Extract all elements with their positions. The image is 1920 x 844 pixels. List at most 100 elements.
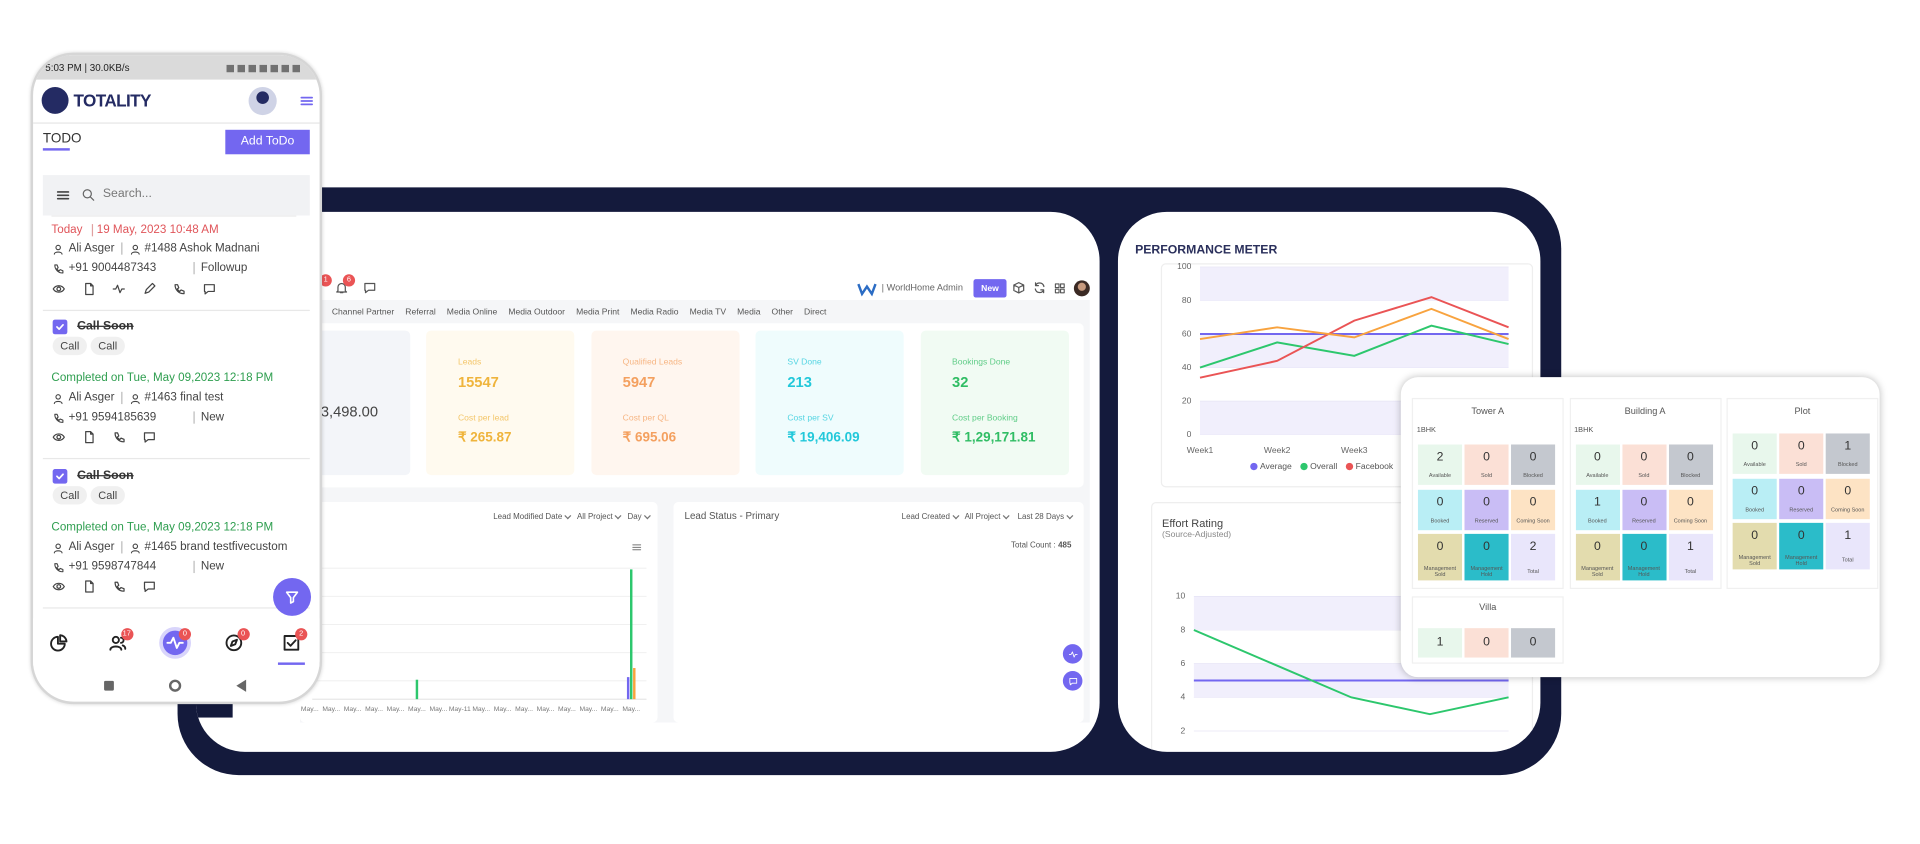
floating-button[interactable]: [1062, 644, 1083, 664]
add-todo-button[interactable]: Add ToDo: [225, 129, 310, 155]
kpi-value: 5947: [622, 373, 656, 391]
source-tab[interactable]: Media: [737, 307, 761, 317]
series-line: [1199, 307, 1509, 341]
x-tick-label: May-11: [449, 706, 471, 713]
cell-value: 0: [1529, 635, 1537, 649]
source-tab[interactable]: Media Outdoor: [508, 307, 566, 317]
kpi-cost: ₹ 19,406.09: [787, 430, 860, 446]
user-avatar: [248, 86, 277, 116]
source-tab[interactable]: Media Online: [446, 307, 498, 317]
filter-dropdown[interactable]: Lead Modified Date: [493, 512, 572, 521]
tower-group: [1726, 397, 1879, 589]
source-tab[interactable]: Referral: [405, 307, 436, 317]
todo-tag-text: Call: [60, 488, 80, 501]
cell-label: Management Hold: [1627, 565, 1660, 577]
todo-tag-text: Call: [98, 488, 118, 501]
unit-type: 1BHK: [1416, 427, 1436, 435]
phone-icon[interactable]: [113, 431, 125, 443]
people-icon[interactable]: [108, 634, 126, 651]
performance-title: PERFORMANCE METER: [1135, 243, 1278, 258]
badge-text: 1: [323, 276, 328, 285]
cell-label: Available: [1586, 472, 1609, 479]
kpi-cost: ₹ 265.87: [457, 430, 512, 446]
separator: [91, 224, 94, 237]
x-tick-label: May...: [301, 706, 319, 713]
cell-label: Total: [1841, 556, 1854, 563]
source-tab[interactable]: Direct: [804, 307, 827, 317]
tab-underline: [42, 148, 70, 151]
pulse-icon-path: [112, 284, 125, 294]
filter-dropdown[interactable]: Last 28 Days: [1017, 512, 1074, 522]
filter-row: Lead Created All Project: [902, 511, 1010, 523]
cell-label: Management Sold: [1581, 565, 1614, 577]
tower-name: Building A: [1624, 405, 1666, 417]
cell-value: 0: [1797, 484, 1805, 499]
eye-icon[interactable]: [52, 283, 65, 295]
separator: [193, 411, 195, 424]
todo-phone: +91 9598747844: [68, 559, 157, 574]
todo-checkbox[interactable]: [52, 468, 68, 484]
pen-icon-path: [143, 282, 155, 294]
todo-user: Ali Asger: [68, 390, 115, 405]
phone-icon-path: [53, 562, 63, 572]
pulse-icon[interactable]: [166, 634, 184, 651]
chat-icon: [364, 282, 376, 294]
doc-icon[interactable]: [83, 431, 95, 444]
filter-dropdown[interactable]: All Project: [577, 512, 623, 521]
cell-label: Management Sold: [1423, 565, 1457, 577]
todo-checkbox[interactable]: [52, 319, 68, 335]
legend-label: Average: [1260, 461, 1292, 471]
doc-icon[interactable]: [83, 282, 95, 296]
tower-group: [1569, 397, 1722, 589]
phone-icon[interactable]: [113, 580, 125, 592]
new-button[interactable]: New: [973, 279, 1007, 298]
inventory-cell: 0: [1511, 628, 1556, 658]
dashboard-screen: 1 6 | WorldHome Admin New Channel Partner Ref…: [195, 211, 1100, 752]
performance-screen: PERFORMANCE METER Effort Rating (Source-Ad…: [1117, 211, 1541, 752]
filter-dropdown[interactable]: Day: [627, 512, 651, 521]
pulse-icon[interactable]: [112, 283, 125, 295]
filter-button[interactable]: [273, 577, 312, 616]
x-tick-label: May...: [558, 706, 576, 713]
eye-icon[interactable]: [52, 580, 65, 592]
x-tick-label: May...: [387, 706, 405, 713]
cell-value: 0: [1529, 450, 1537, 465]
filter-dropdown[interactable]: All Project: [965, 512, 1010, 521]
chat-icon-path: [1068, 677, 1077, 685]
pen-icon[interactable]: [143, 282, 155, 295]
chat-icon-path: [143, 581, 155, 593]
bar: [415, 679, 419, 700]
phone-icon[interactable]: [173, 283, 185, 295]
eye-icon[interactable]: [52, 431, 65, 443]
inventory-cell: 0 Available: [1575, 444, 1620, 485]
inventory-cell: 0 Management Sold: [1732, 522, 1777, 570]
chat-icon[interactable]: [203, 283, 215, 295]
source-tab[interactable]: Media Radio: [630, 307, 679, 317]
x-tick-label: May...: [365, 706, 383, 713]
user-icon-path: [130, 542, 140, 553]
source-tab[interactable]: Channel Partner: [331, 307, 395, 317]
search-box[interactable]: [42, 175, 310, 216]
cube-icon: [1013, 282, 1025, 294]
pie-icon[interactable]: [50, 634, 68, 652]
kpi-cost-label: Cost per Booking: [952, 414, 1018, 424]
doc-icon[interactable]: [83, 580, 95, 593]
inventory-cell: 0 Reserved: [1779, 478, 1824, 520]
pie-icon-path: [50, 634, 68, 652]
inventory-cell: 0 Blocked: [1511, 444, 1556, 485]
filter-dropdown[interactable]: Lead Created: [902, 512, 960, 521]
x-tick-label: May...: [622, 706, 640, 713]
chat-icon[interactable]: [143, 431, 155, 443]
y-tick-label: 2: [1181, 725, 1186, 735]
cell-label: Management Hold: [1470, 565, 1503, 577]
source-tab[interactable]: Media Print: [576, 307, 620, 317]
source-tab[interactable]: Other: [771, 307, 793, 317]
pulse-icon-path: [166, 636, 184, 649]
source-tab[interactable]: Media TV: [689, 307, 727, 317]
filter-text: Last 28 Days: [1017, 512, 1065, 522]
floating-button[interactable]: [1062, 671, 1083, 691]
check-icon[interactable]: [283, 634, 300, 651]
chat-icon[interactable]: [143, 580, 155, 593]
